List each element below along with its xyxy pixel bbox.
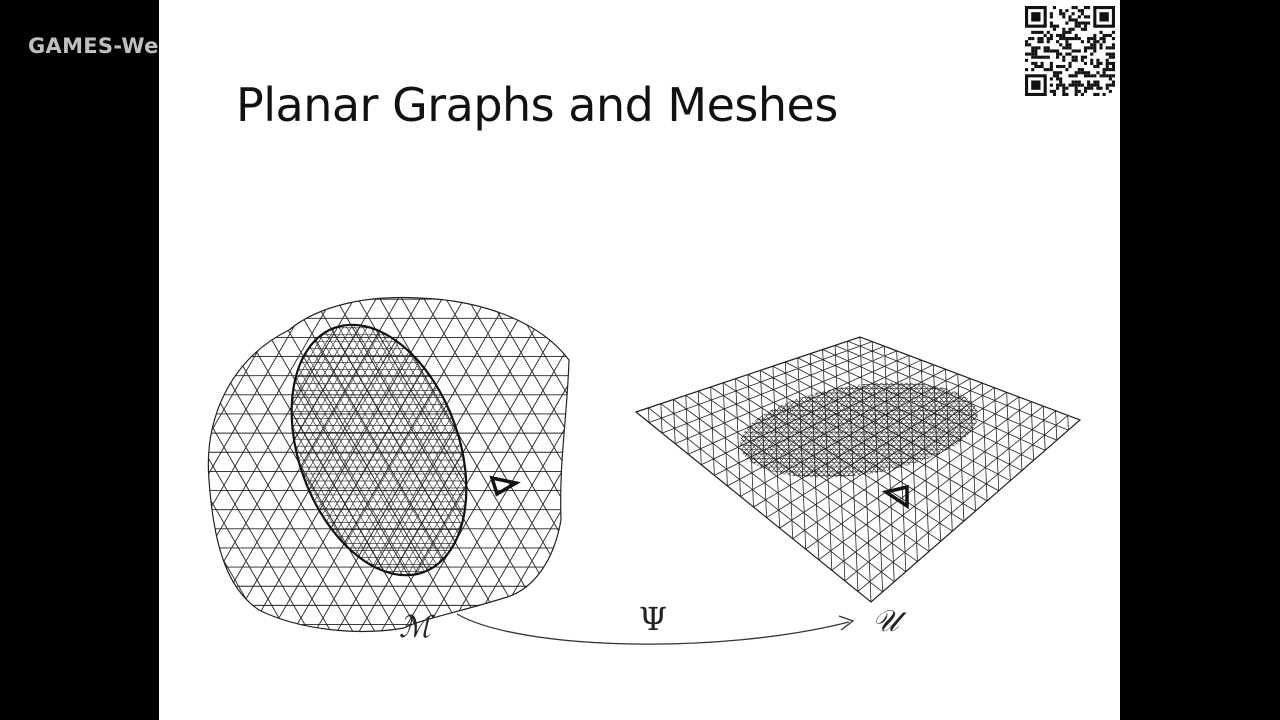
highlighted-triangle-source bbox=[489, 475, 521, 497]
mesh-parameterization-figure bbox=[207, 296, 1082, 645]
slide-title: Planar Graphs and Meshes bbox=[236, 78, 838, 132]
source-mesh-surface bbox=[208, 297, 569, 632]
qr-code-icon bbox=[1025, 6, 1115, 96]
slide: Planar Graphs and Meshes bbox=[159, 0, 1120, 720]
target-domain-label: 𝒰 bbox=[872, 604, 899, 639]
highlighted-triangle-target bbox=[881, 484, 909, 510]
map-label: Ψ bbox=[639, 600, 668, 638]
target-mesh-domain bbox=[636, 337, 1080, 602]
mapping-arrow bbox=[456, 613, 850, 645]
source-surface-label: ℳ bbox=[399, 610, 432, 645]
channel-watermark: GAMES-We bbox=[28, 34, 159, 58]
